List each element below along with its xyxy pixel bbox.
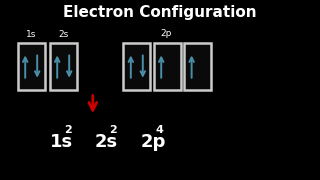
Text: 2: 2 bbox=[64, 125, 72, 135]
Bar bbox=[18, 43, 45, 90]
Text: 1s: 1s bbox=[50, 133, 73, 151]
Text: 1s: 1s bbox=[26, 30, 36, 39]
Text: 2p: 2p bbox=[141, 133, 166, 151]
Text: Electron Configuration: Electron Configuration bbox=[63, 5, 257, 20]
Bar bbox=[123, 43, 150, 90]
Text: 2s: 2s bbox=[58, 30, 68, 39]
Bar bbox=[50, 43, 77, 90]
Text: 4: 4 bbox=[155, 125, 163, 135]
Text: 2s: 2s bbox=[94, 133, 117, 151]
Text: 2p: 2p bbox=[161, 29, 172, 38]
Bar bbox=[184, 43, 211, 90]
Text: 2: 2 bbox=[109, 125, 116, 135]
Bar bbox=[154, 43, 181, 90]
